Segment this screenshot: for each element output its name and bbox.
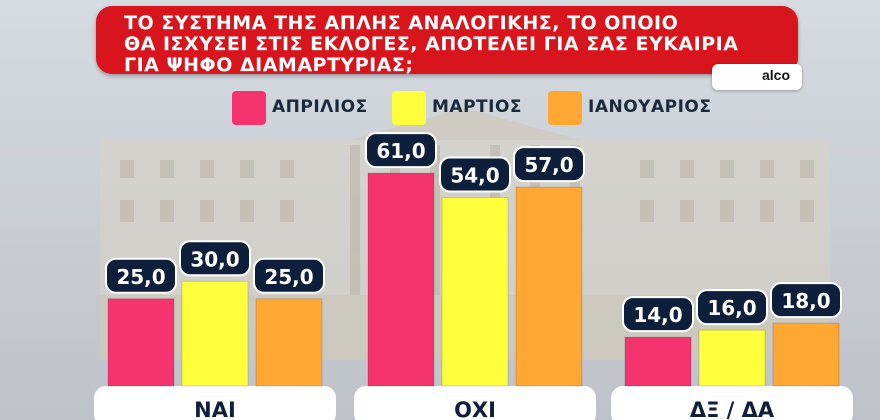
title-line-2: ΘΑ ΙΣΧΥΣΕΙ ΣΤΙΣ ΕΚΛΟΓΕΣ, ΑΠΟΤΕΛΕΙ ΓΙΑ ΣΑ… [124,33,739,55]
data-label-pill [365,132,437,169]
title-line-3: ΓΙΑ ΨΗΦΟ ΔΙΑΜΑΡΤΥΡΙΑΣ; [124,54,414,76]
bar [772,322,840,387]
data-label-pill [439,156,511,193]
title-banner: ΤΟ ΣΥΣΤΗΜΑ ΤΗΣ ΑΠΛΗΣ ΑΝΑΛΟΓΙΚΗΣ, ΤΟ ΟΠΟΙ… [96,6,798,76]
data-label-pill [513,146,585,183]
legend-swatch-march [392,91,426,125]
data-label: 57,0 [524,153,573,177]
data-label: 61,0 [376,139,425,163]
data-label-pill [253,257,325,294]
legend-label-january: ΙΑΝΟΥΑΡΙΟΣ [588,97,712,117]
data-label: 25,0 [116,265,165,289]
legend-swatch-april [232,91,266,125]
data-label-pill [696,289,768,326]
bar [107,298,175,387]
source-badge: alco [712,64,802,90]
data-label: 25,0 [264,265,313,289]
bar [255,298,323,387]
legend-label-march: ΜΑΡΤΙΟΣ [432,97,523,117]
category-label: ΝΑΙ [194,398,236,420]
data-label-pill [770,282,842,319]
bar [698,329,766,387]
data-label: 18,0 [781,289,830,313]
category-pill [611,386,853,420]
category-label: ΟΧΙ [454,398,496,420]
bar [367,172,435,387]
data-label: 54,0 [450,164,499,188]
data-label: 30,0 [190,247,239,271]
bar [515,186,583,387]
title-line-1: ΤΟ ΣΥΣΤΗΜΑ ΤΗΣ ΑΠΛΗΣ ΑΝΑΛΟΓΙΚΗΣ, ΤΟ ΟΠΟΙ… [124,12,679,34]
category-pill [354,386,596,420]
data-label-pill [105,257,177,294]
category-label: ΔΞ / ΔΑ [690,398,775,420]
data-label: 16,0 [707,296,756,320]
bar [624,336,692,387]
data-label-pill [622,296,694,333]
category-pill [94,386,336,420]
legend-label-april: ΑΠΡΙΛΙΟΣ [272,97,368,117]
data-label: 14,0 [633,303,682,327]
source-label: alco [761,67,790,83]
bar [441,197,509,387]
data-label-pill [179,240,251,277]
bar [181,280,249,387]
legend-swatch-january [548,91,582,125]
